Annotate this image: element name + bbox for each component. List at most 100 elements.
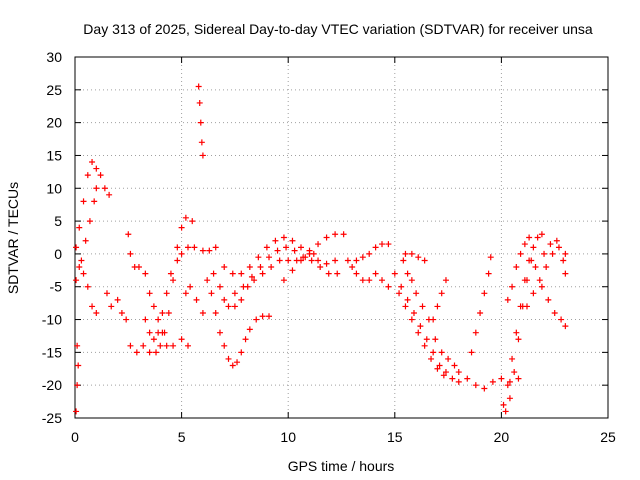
- series-arc-d: [78, 185, 100, 264]
- data-point: [212, 309, 219, 316]
- data-point: [366, 250, 373, 257]
- data-point: [359, 277, 366, 284]
- data-point: [487, 254, 494, 261]
- data-point: [142, 316, 149, 323]
- data-point: [538, 283, 545, 290]
- data-point: [157, 342, 164, 349]
- data-point: [191, 244, 198, 251]
- data-point: [306, 247, 313, 254]
- series-arc-x: [455, 369, 522, 392]
- data-point: [468, 349, 475, 356]
- data-point: [562, 270, 569, 277]
- data-point: [423, 336, 430, 343]
- data-point: [257, 264, 264, 271]
- data-point: [187, 283, 194, 290]
- data-point: [353, 257, 360, 264]
- data-point: [332, 257, 339, 264]
- data-point: [340, 231, 347, 238]
- data-point: [189, 218, 196, 225]
- data-point: [146, 349, 153, 356]
- data-point: [379, 277, 386, 284]
- data-point: [283, 244, 290, 251]
- series-arc-t: [396, 290, 447, 379]
- data-point: [76, 224, 83, 231]
- x-tick-label: 15: [387, 429, 403, 445]
- data-point: [344, 257, 351, 264]
- y-axis-label: SDTVAR / TECUs: [5, 182, 21, 294]
- data-point: [198, 139, 205, 146]
- data-point: [521, 241, 528, 248]
- data-point: [178, 336, 185, 343]
- data-point: [174, 244, 181, 251]
- data-point: [80, 198, 87, 205]
- data-point: [82, 237, 89, 244]
- data-point: [238, 270, 245, 277]
- y-tick-label: -25: [42, 410, 62, 426]
- data-point: [562, 323, 569, 330]
- data-point: [506, 395, 513, 402]
- axis-ticks: 0 5 10 15 20 25 -25 -20 -15 -10 -5 0 5 10 15 20 25 30: [42, 49, 616, 445]
- data-point: [504, 296, 511, 303]
- y-tick-label: 0: [54, 246, 62, 262]
- data-point: [436, 362, 443, 369]
- data-point: [73, 244, 80, 251]
- data-point: [204, 277, 211, 284]
- y-tick-label: -15: [42, 344, 62, 360]
- series-arc-r: [353, 241, 392, 264]
- data-point: [73, 277, 80, 284]
- data-point: [170, 342, 177, 349]
- data-point: [472, 329, 479, 336]
- data-point: [489, 378, 496, 385]
- data-point: [184, 244, 191, 251]
- data-point: [551, 309, 558, 316]
- data-point: [242, 336, 249, 343]
- x-tick-label: 25: [600, 429, 616, 445]
- y-tick-label: 5: [54, 213, 62, 229]
- data-point: [477, 309, 484, 316]
- series-arc-j: [182, 283, 206, 316]
- data-point: [481, 290, 488, 297]
- data-point: [428, 355, 435, 362]
- data-point: [73, 408, 80, 415]
- data-point: [400, 257, 407, 264]
- data-point: [93, 185, 100, 192]
- data-point: [276, 257, 283, 264]
- data-point: [193, 296, 200, 303]
- series-arc-s: [391, 270, 462, 385]
- data-point: [165, 309, 172, 316]
- x-tick-label: 5: [178, 429, 186, 445]
- data-point: [434, 365, 441, 372]
- data-point: [196, 99, 203, 106]
- data-point: [184, 342, 191, 349]
- data-point: [434, 303, 441, 310]
- data-point: [225, 303, 232, 310]
- data-point: [451, 362, 458, 369]
- data-point: [530, 244, 537, 251]
- data-point: [263, 244, 270, 251]
- data-point: [413, 290, 420, 297]
- data-point: [195, 83, 202, 90]
- data-marks: [73, 83, 569, 415]
- data-point: [280, 277, 287, 284]
- series-arc-o: [231, 244, 341, 297]
- data-point: [76, 264, 83, 271]
- data-point: [78, 257, 85, 264]
- data-point: [408, 250, 415, 257]
- data-point: [334, 270, 341, 277]
- y-tick-label: -10: [42, 312, 62, 328]
- data-point: [438, 349, 445, 356]
- data-point: [266, 254, 273, 261]
- data-point: [101, 185, 108, 192]
- data-point: [523, 303, 530, 310]
- data-point: [153, 349, 160, 356]
- data-point: [315, 241, 322, 248]
- series-arc-v: [402, 250, 428, 264]
- data-point: [410, 309, 417, 316]
- data-point: [142, 270, 149, 277]
- data-point: [167, 270, 174, 277]
- data-point: [517, 250, 524, 257]
- data-point: [408, 316, 415, 323]
- data-point: [91, 198, 98, 205]
- data-point: [246, 326, 253, 333]
